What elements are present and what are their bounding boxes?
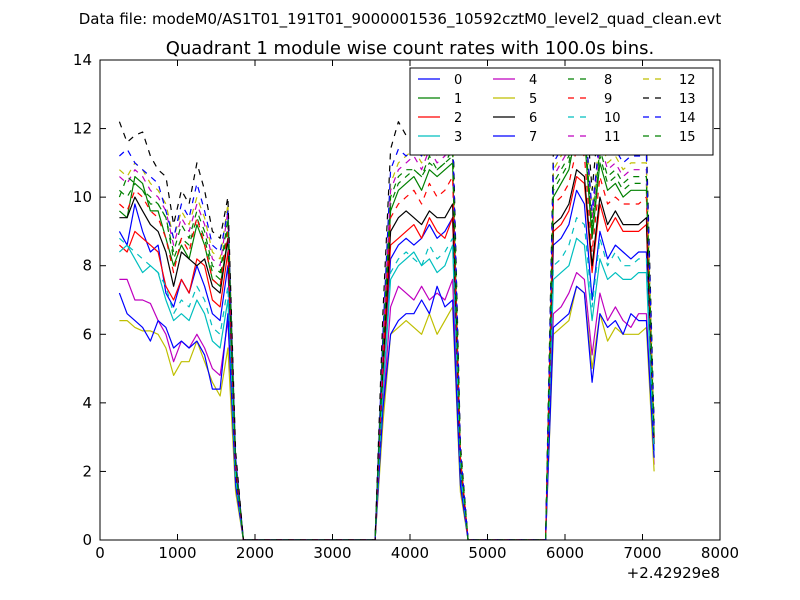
x-tick-label: 4000 [391,544,429,562]
x-tick-label: 7000 [623,544,661,562]
legend-label-0: 0 [454,73,462,88]
legend-label-6: 6 [529,111,537,126]
legend-box [409,67,714,156]
legend-label-10: 10 [604,111,621,126]
y-tick-label: 10 [73,188,92,206]
legend-label-1: 1 [454,92,462,107]
x-tick-label: 0 [95,544,105,562]
x-offset-label: +2.42929e8 [627,564,720,582]
ticks-layer: 0 1000 2000 3000 4000 5000 6000 7000 80000246810… [73,51,739,562]
y-tick-label: 14 [73,51,92,69]
y-tick-label: 4 [82,394,92,412]
x-tick-label: 5000 [468,544,506,562]
suptitle: Data file: modeM0/AS1T01_191T01_90000015… [79,10,722,29]
series-line-5 [119,285,655,540]
series-line-8 [119,121,655,540]
series-line-3 [118,237,655,540]
series-line-9 [118,148,655,540]
y-tick-label: 6 [82,325,92,343]
series-line-7 [118,285,655,540]
legend-label-5: 5 [529,92,537,107]
series-line-10 [119,217,655,540]
x-tick-label: 3000 [313,544,351,562]
y-tick-label: 0 [82,531,92,549]
series-line-0 [118,189,655,540]
legend-label-3: 3 [454,130,462,145]
legend-label-8: 8 [604,73,612,88]
series-line-15 [118,121,655,540]
series-line-4 [119,272,655,540]
y-tick-label: 12 [73,120,92,138]
y-tick-label: 8 [82,257,92,275]
x-tick-label: 6000 [546,544,584,562]
chart-title: Quadrant 1 module wise count rates with … [166,38,655,59]
series-line-11 [119,107,655,540]
legend-label-13: 13 [679,92,696,107]
legend-label-9: 9 [604,92,612,107]
legend-label-15: 15 [679,130,696,145]
legend-label-11: 11 [604,130,621,145]
legend-label-4: 4 [529,73,537,88]
x-tick-label: 2000 [236,544,274,562]
legend-label-14: 14 [679,111,696,126]
x-tick-label: 8000 [701,544,739,562]
series-line-2 [118,176,655,540]
series-layer [118,79,655,540]
legend-label-2: 2 [454,111,462,126]
legend-label-7: 7 [529,130,537,145]
series-line-6 [119,169,655,540]
y-tick-label: 2 [82,462,92,480]
x-tick-label: 1000 [158,544,196,562]
legend-label-12: 12 [679,73,696,88]
